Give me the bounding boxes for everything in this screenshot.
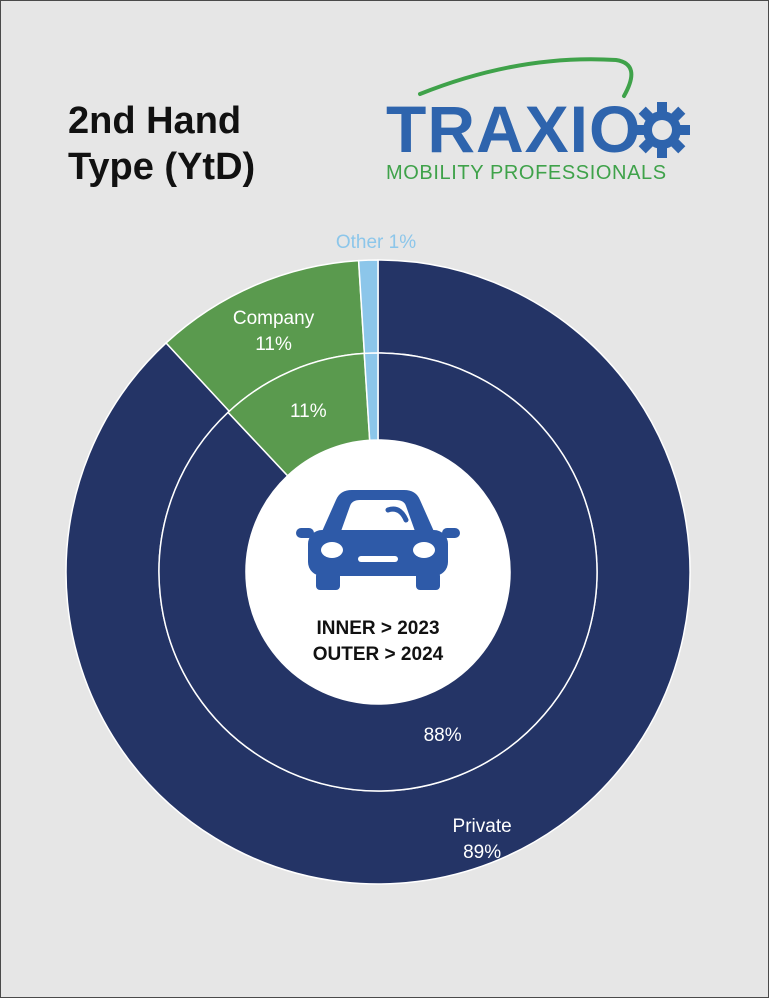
car-icon	[296, 490, 460, 590]
logo-wordmark: TRAXIO	[386, 92, 642, 166]
chart-title: 2nd Hand Type (YtD)	[68, 98, 255, 190]
label-company-outer-value: 11%	[255, 334, 292, 355]
label-company-outer-name: Company	[233, 308, 315, 329]
label-company-inner-value: 11%	[290, 401, 327, 422]
center-label-inner: INNER > 2023	[316, 618, 439, 639]
traxio-logo: TRAXIO MOBILITY PROFESSIONALS	[380, 52, 700, 192]
label-other-outer: Other 1%	[336, 232, 416, 253]
logo-tagline: MOBILITY PROFESSIONALS	[386, 162, 667, 184]
outer-ring-2024	[65, 259, 691, 885]
title-line-2: Type (YtD)	[68, 146, 256, 188]
label-private-outer-value: 89%	[463, 842, 501, 863]
title-line-1: 2nd Hand	[68, 100, 242, 142]
center-label-outer: OUTER > 2024	[313, 644, 444, 665]
label-private-outer-name: Private	[453, 816, 512, 837]
gear-icon	[634, 102, 690, 158]
label-private-inner-value: 88%	[424, 725, 462, 746]
inner-ring-2023	[158, 352, 598, 792]
logo-swoosh	[418, 57, 634, 98]
